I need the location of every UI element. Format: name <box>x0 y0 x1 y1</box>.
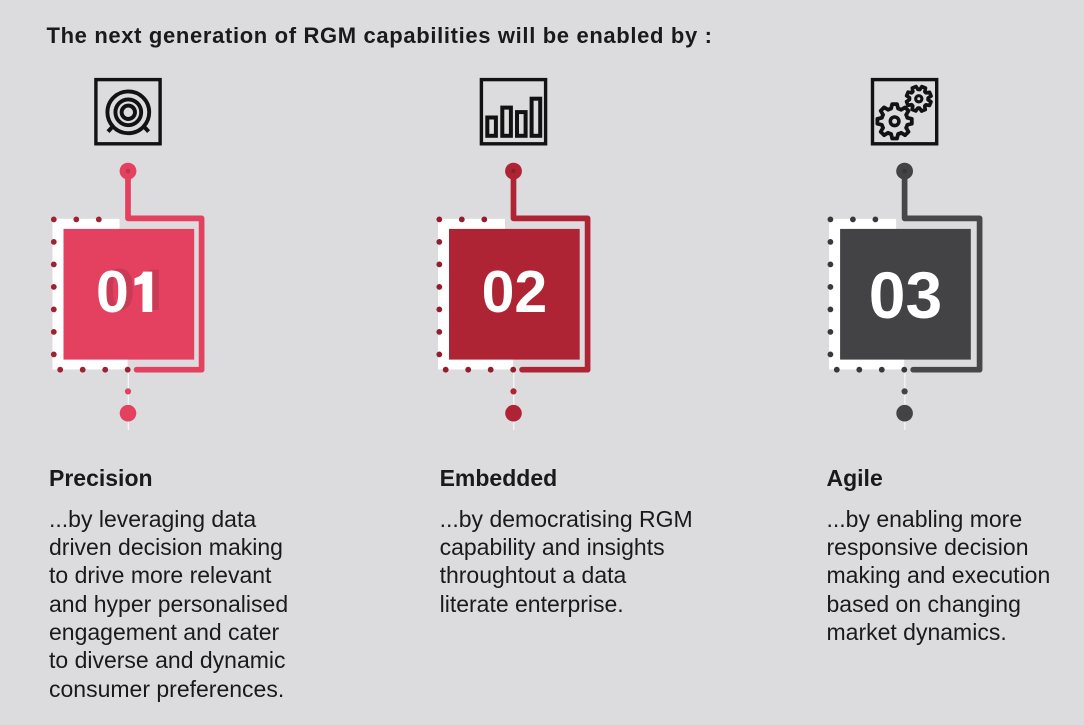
svg-text:0: 0 <box>96 259 129 325</box>
svg-text:0: 0 <box>102 257 135 323</box>
svg-text:02: 02 <box>482 259 548 325</box>
svg-text:03: 03 <box>869 258 942 332</box>
